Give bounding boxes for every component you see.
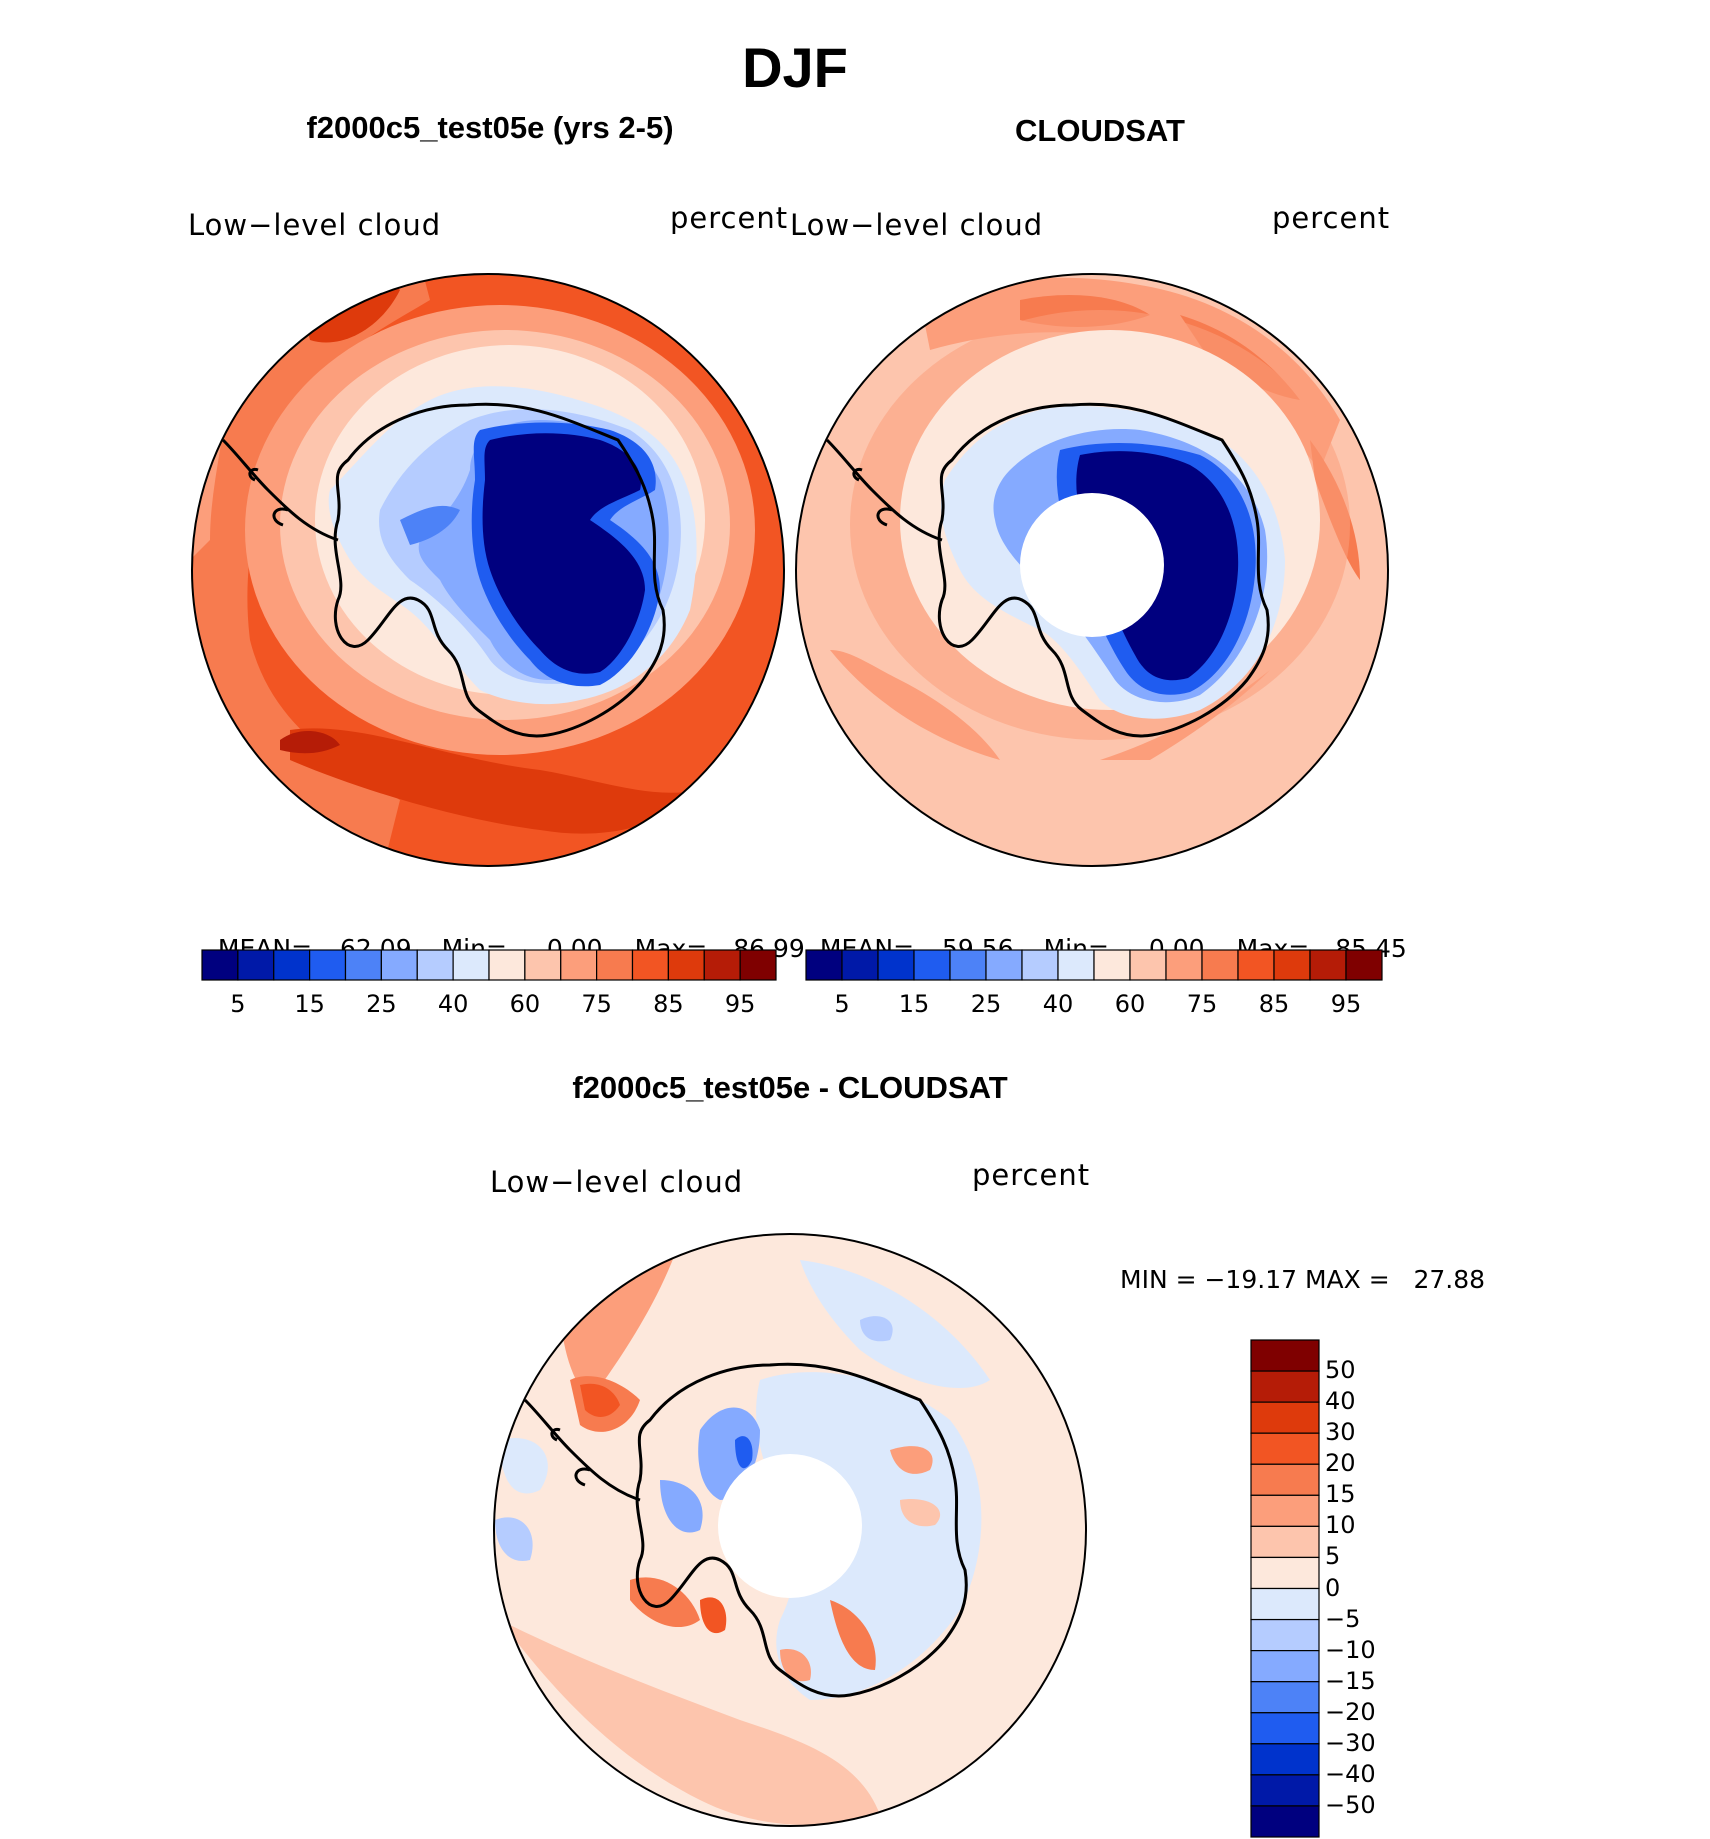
colorbar-diff-swatch [1250,1743,1320,1776]
colorbar-obs-tick-label: 95 [1330,990,1362,1018]
panel-title-obs: CLOUDSAT [1015,113,1185,148]
colorbar-model-swatch [380,949,418,981]
map-model [191,273,785,867]
colorbar-model-tick-label: 40 [437,990,469,1018]
colorbar-obs-swatch [1165,949,1203,981]
colorbar-obs-tick-label: 25 [970,990,1002,1018]
colorbar-obs-swatch [1021,949,1059,981]
diff-units-label: percent [972,1158,1091,1192]
colorbar-diff-swatch [1250,1681,1320,1714]
diff-variable-label: Low−level cloud [490,1165,744,1199]
colorbar-diff-swatch [1250,1339,1320,1372]
panel-title-diff: f2000c5_test05e - CLOUDSAT [572,1070,1008,1105]
colorbar-model-swatch [739,949,777,981]
colorbar-obs-swatch [1129,949,1167,981]
colorbar-obs-swatch [985,949,1023,981]
colorbar-obs-swatch [1057,949,1095,981]
colorbar-diff-tick-label: 0 [1325,1573,1341,1602]
colorbar-model-swatch [416,949,454,981]
colorbar-model-swatch [703,949,741,981]
colorbar-diff-tick-label: 15 [1325,1480,1356,1509]
colorbar-diff-swatch [1250,1587,1320,1621]
colorbar-model-tick-label: 25 [366,990,397,1018]
colorbar-diff-swatch [1250,1805,1320,1838]
colorbar-obs-swatch [1237,949,1275,981]
colorbar-diff-swatch [1250,1650,1320,1683]
colorbar-model [201,949,777,981]
colorbar-diff-swatch [1250,1432,1320,1465]
colorbar-diff-swatch [1250,1401,1320,1434]
colorbar-diff-tick-label: −5 [1325,1604,1361,1633]
colorbar-diff-swatch [1250,1463,1320,1496]
colorbar-diff-tick-label: −30 [1325,1728,1376,1757]
colorbar-model-tick-label: 95 [724,990,756,1018]
colorbar-diff-swatch [1250,1370,1320,1403]
panel-title-model: f2000c5_test05e (yrs 2-5) [306,110,674,145]
colorbar-diff [1250,1339,1320,1838]
colorbar-model-swatch [237,949,275,981]
colorbar-diff-tick-label: 50 [1325,1356,1356,1385]
colorbar-obs-swatch [841,949,879,981]
obs-variable-label: Low−level cloud [790,208,1044,242]
colorbar-obs-swatch [1309,949,1347,981]
colorbar-diff-tick-label: −20 [1325,1697,1376,1726]
colorbar-model-swatch [631,949,669,981]
colorbar-diff-swatch [1250,1556,1320,1590]
colorbar-model-tick-label: 5 [230,990,246,1018]
colorbar-obs-tick-label: 60 [1114,990,1146,1018]
colorbar-obs-tick-label: 40 [1042,990,1074,1018]
colorbar-model-tick-label: 15 [294,990,325,1018]
colorbar-obs-swatch [877,949,915,981]
diff-stats: MIN = −19.17 MAX = 27.88 [1120,1265,1486,1294]
colorbar-model-tick-label: 75 [581,990,612,1018]
colorbar-model-swatch [273,949,311,981]
map-diff [493,1233,1087,1827]
colorbar-model-swatch [344,949,382,981]
colorbar-diff-tick-label: 40 [1325,1387,1356,1416]
colorbar-model-swatch [560,949,598,981]
colorbar-diff-tick-label: 10 [1325,1511,1356,1540]
colorbar-model-tick-label: 85 [653,990,684,1018]
colorbar-obs-swatch [949,949,987,981]
colorbar-diff-tick-label: −10 [1325,1635,1376,1664]
colorbar-diff-swatch [1250,1712,1320,1745]
colorbar-diff-swatch [1250,1774,1320,1807]
colorbar-model-tick-label: 60 [509,990,541,1018]
colorbar-obs-swatch [1273,949,1311,981]
colorbar-model-swatch [201,949,239,981]
colorbar-model-swatch [524,949,562,981]
colorbar-obs-swatch [1345,949,1383,981]
colorbar-obs-swatch [1201,949,1239,981]
colorbar-obs [805,949,1383,981]
colorbar-obs-tick-label: 5 [834,990,850,1018]
colorbar-diff-tick-label: −40 [1325,1759,1376,1788]
colorbar-model-swatch [452,949,490,981]
colorbar-model-swatch [667,949,705,981]
colorbar-diff-swatch [1250,1618,1320,1652]
map-obs [795,273,1389,867]
colorbar-diff-tick-label: 30 [1325,1418,1356,1447]
colorbar-obs-swatch [805,949,843,981]
model-variable-label: Low−level cloud [188,208,442,242]
colorbar-diff-swatch [1250,1494,1320,1527]
colorbar-obs-tick-label: 15 [898,990,930,1018]
colorbar-model-swatch [596,949,634,981]
obs-units-label: percent [1272,201,1391,235]
colorbar-model-swatch [488,949,526,981]
colorbar-diff-tick-label: 20 [1325,1449,1356,1478]
colorbar-diff-swatch [1250,1525,1320,1559]
colorbar-obs-tick-label: 75 [1186,990,1218,1018]
colorbar-obs-swatch [913,949,951,981]
model-units-label: percent [670,201,789,235]
colorbar-diff-tick-label: −15 [1325,1666,1376,1695]
colorbar-diff-tick-label: 5 [1325,1542,1341,1571]
colorbar-obs-tick-label: 85 [1258,990,1290,1018]
colorbar-obs-swatch [1093,949,1131,981]
colorbar-model-swatch [309,949,347,981]
colorbar-diff-tick-label: −50 [1325,1790,1376,1819]
figure-title: DJF [742,36,848,99]
